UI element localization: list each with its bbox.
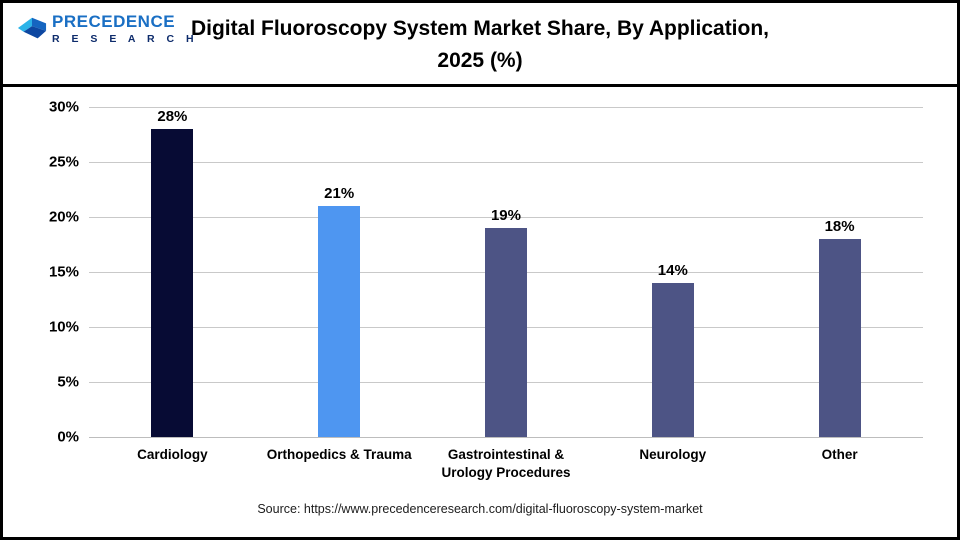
bars-row: 28% 21% 19% 14% 18% <box>89 107 923 437</box>
x-category-label: Other <box>821 447 858 462</box>
x-category-label: Orthopedics & Trauma <box>266 447 412 462</box>
chart-area: 0% 5% 10% 15% 20% 25% 30% 28% 21% 19% 14% 18% Cardi… <box>25 99 923 482</box>
header: PRECEDENCE R E S E A R C H Digital Fluor… <box>3 3 957 87</box>
bar <box>818 239 861 437</box>
x-category-label: Gastrointestinal & Urology Procedures <box>441 447 571 481</box>
bar-value-label: 28% <box>157 108 188 125</box>
y-tick-label: 15% <box>48 263 79 281</box>
gridline <box>89 162 923 163</box>
logo-subtitle: R E S E A R C H <box>52 32 199 45</box>
bar-value-label: 18% <box>824 218 855 235</box>
bar <box>651 283 694 437</box>
bar-slot: 28% <box>89 107 256 437</box>
x-category-label: Cardiology <box>137 447 208 462</box>
bar <box>318 206 361 437</box>
logo: PRECEDENCE R E S E A R C H <box>17 12 199 46</box>
bar-value-label: 19% <box>490 207 521 224</box>
source-text: Source: https://www.precedenceresearch.c… <box>257 502 703 517</box>
x-axis-labels: Cardiology Orthopedics & Trauma Gastrointe… <box>89 437 923 482</box>
x-category-label: Neurology <box>639 447 707 462</box>
bar-value-label: 21% <box>324 185 355 202</box>
y-tick-label: 0% <box>57 428 79 446</box>
chart-title: Digital Fluoroscopy System Market Share,… <box>3 3 957 76</box>
y-tick-label: 25% <box>48 153 79 171</box>
logo-wordmark: PRECEDENCE <box>52 12 176 31</box>
gridline <box>89 217 923 218</box>
y-tick-label: 30% <box>48 98 79 116</box>
bar-slot: 19% <box>423 107 590 437</box>
y-tick-label: 10% <box>48 318 79 336</box>
y-tick-label: 20% <box>48 208 79 226</box>
y-tick-label: 5% <box>57 373 79 391</box>
chart-title-line1: Digital Fluoroscopy System Market Share,… <box>190 17 770 40</box>
plot-area: 0% 5% 10% 15% 20% 25% 30% 28% 21% 19% 14% 18% <box>49 99 923 446</box>
bar-slot: 14% <box>589 107 756 437</box>
bar <box>151 129 194 437</box>
bar <box>484 228 527 437</box>
chart-title-line2: 2025 (%) <box>437 48 523 72</box>
bar-value-label: 14% <box>657 262 688 279</box>
gridline <box>89 437 923 438</box>
gridline <box>89 107 923 108</box>
bar-slot: 21% <box>256 107 423 437</box>
logo-text: PRECEDENCE R E S E A R C H <box>52 12 199 46</box>
bar-slot: 18% <box>756 107 923 437</box>
precedence-logo-icon <box>17 17 47 39</box>
